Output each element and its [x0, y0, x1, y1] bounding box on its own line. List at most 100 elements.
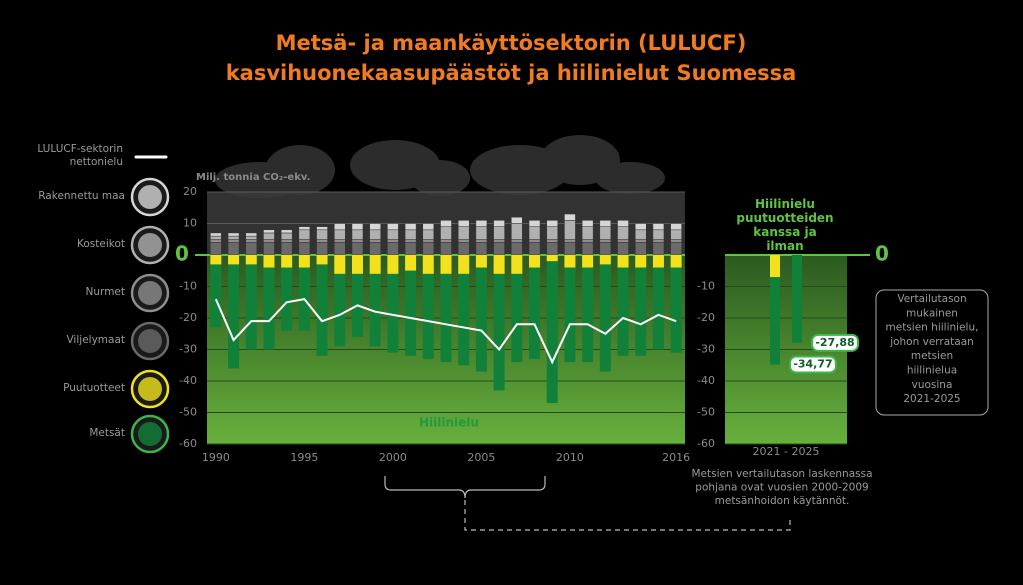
- footnote-line: pohjana ovat vuosien 2000-2009: [695, 482, 868, 494]
- x-tick-label: 2016: [662, 451, 690, 464]
- sink-bar: [263, 255, 275, 268]
- sink-bar: [582, 267, 594, 363]
- emission-bar: [280, 239, 293, 243]
- y-axis-label: Milj. tonnia CO₂-ekv.: [196, 172, 310, 183]
- emission-bar: [475, 239, 488, 243]
- emission-bar: [599, 242, 612, 256]
- panel-title: Hiilinielu puutuotteiden kanssa ja ilman: [736, 197, 834, 253]
- emission-bar: [617, 239, 629, 243]
- emission-bar: [493, 239, 505, 243]
- note-line: hiilinielua: [907, 365, 957, 377]
- sink-bar: [405, 270, 417, 356]
- sink-bar: [405, 255, 417, 271]
- sink-bar: [440, 255, 452, 274]
- legend-label: Viljelymaat: [66, 334, 125, 346]
- emission-bar: [564, 213, 576, 221]
- emission-bar: [334, 242, 346, 256]
- sink-bar: [387, 255, 399, 274]
- x-tick-label: 1990: [202, 451, 230, 464]
- legend-label: Rakennettu maa: [38, 190, 125, 202]
- emission-bar: [546, 242, 558, 256]
- emission-bar: [493, 226, 505, 240]
- net-sink-line: [214, 298, 677, 365]
- note-line: Vertailutason: [897, 293, 966, 305]
- emission-bar: [440, 220, 452, 227]
- sink-bar: [316, 264, 328, 356]
- emission-bar: [581, 220, 594, 227]
- legend-label: Puutuotteet: [63, 382, 125, 394]
- emission-bar: [511, 239, 523, 243]
- emission-bar: [422, 223, 435, 231]
- emission-bar: [387, 229, 399, 240]
- y-tick-label: 0: [875, 242, 889, 266]
- emission-bar: [351, 239, 364, 243]
- y-tick-label: -40: [179, 374, 197, 387]
- sink-bar: [422, 255, 434, 274]
- note-box: [875, 289, 989, 416]
- emission-bar: [263, 239, 275, 243]
- emission-bar: [245, 242, 258, 256]
- sink-bar: [210, 255, 222, 265]
- sink-bar: [440, 273, 452, 363]
- sink-bar: [422, 273, 434, 359]
- sink-bar: [529, 255, 541, 268]
- x-tick-label: 1995: [290, 451, 318, 464]
- emission-bar: [334, 239, 346, 243]
- emission-bar: [493, 242, 505, 256]
- sink-bar: [281, 267, 293, 331]
- dashed-connector: [464, 500, 791, 531]
- sink-bar: [564, 255, 576, 268]
- sink-bar: [475, 255, 487, 268]
- emission-bar: [475, 220, 488, 227]
- emission-bar: [210, 232, 222, 237]
- sink-bar: [245, 255, 257, 265]
- sink-bar: [599, 264, 611, 372]
- clouds: [215, 135, 665, 198]
- x-tick-label: 2005: [467, 451, 495, 464]
- emission-bar: [210, 239, 222, 243]
- emission-bar: [263, 232, 275, 240]
- sink-bar: [635, 267, 647, 356]
- emission-bar: [298, 239, 311, 243]
- emission-bar: [634, 242, 647, 256]
- legend-label: LULUCF-sektorin nettonielu: [37, 143, 123, 168]
- emission-bar: [457, 220, 470, 227]
- emission-bar: [528, 220, 541, 227]
- emission-bar: [493, 220, 505, 227]
- y-tick-label: -10: [179, 280, 197, 293]
- emission-bar: [511, 216, 523, 224]
- sink-bar: [334, 255, 346, 274]
- emission-bar: [599, 239, 612, 243]
- footnote-line: metsänhoidon käytännöt.: [715, 495, 850, 507]
- emission-bar: [369, 242, 381, 256]
- emission-bar: [316, 226, 328, 231]
- emission-bar: [581, 226, 594, 240]
- emission-bar: [298, 242, 311, 256]
- note-line: johon verrataan: [889, 336, 974, 348]
- sink-bar: [351, 255, 363, 274]
- sink-bar: [652, 267, 664, 350]
- emission-bar: [652, 242, 665, 256]
- sink-bar: [670, 267, 682, 353]
- sink-bar: [599, 255, 611, 265]
- emission-bar: [599, 226, 612, 240]
- emission-bar: [457, 242, 470, 256]
- emission-bar: [422, 242, 435, 256]
- emission-bar: [422, 229, 435, 240]
- emission-bar: [227, 232, 240, 237]
- emission-bar: [511, 242, 523, 256]
- y-tick-label: -40: [697, 374, 715, 387]
- emission-bar: [617, 226, 629, 240]
- emission-bar: [263, 229, 275, 234]
- y-tick-label: -20: [179, 311, 197, 324]
- emission-bar: [351, 242, 364, 256]
- emission-bar: [369, 239, 381, 243]
- emission-bar: [634, 229, 647, 240]
- value-label: -34,77: [793, 358, 832, 371]
- emission-bar: [634, 223, 647, 231]
- emission-bar: [670, 239, 682, 243]
- sink-bar: [458, 273, 470, 366]
- sink-bar: [245, 264, 257, 350]
- emission-bar: [227, 235, 240, 240]
- value-badge: [789, 355, 837, 374]
